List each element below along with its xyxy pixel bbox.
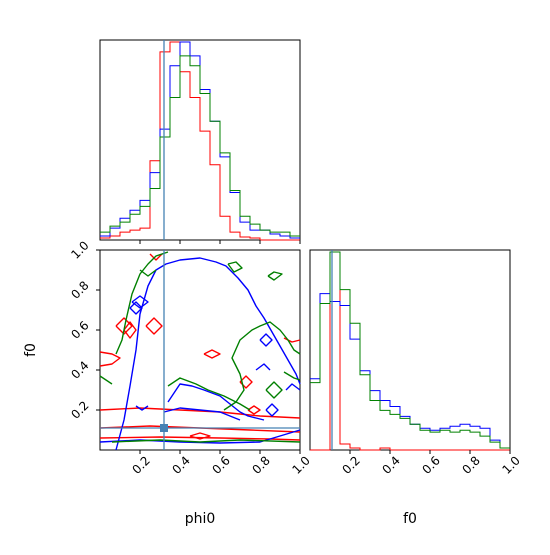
contour-1-path-2 (163, 407, 241, 421)
contour-2-path-4 (265, 381, 283, 399)
x-axis-label-phi0: phi0 (185, 511, 216, 527)
contour-2-path-0 (115, 251, 169, 355)
tick-label-x-f0-3: 0.8 (459, 453, 482, 476)
contour-2-path-9 (283, 371, 301, 381)
contour-1-path-5 (131, 295, 149, 309)
contour-0-path-2 (99, 436, 301, 441)
contour-0-path-1 (99, 425, 301, 433)
contour-2-path-6 (227, 261, 243, 273)
contour-group (99, 250, 301, 451)
contour-0-path-11 (247, 405, 261, 415)
contour-2-path-5 (267, 271, 283, 281)
contour-2-path-8 (111, 439, 301, 443)
contour-0-path-4 (99, 351, 121, 367)
contour-2-path-1 (139, 269, 157, 277)
tick-label-y-f0-4: 1.0 (68, 238, 91, 261)
contour-2-path-7 (99, 375, 113, 385)
tick-label-x-phi0-4: 1.0 (289, 453, 312, 476)
tick-label-x-f0-2: 0.6 (419, 453, 442, 476)
contour-0-path-8 (203, 349, 221, 359)
contour-1-path-0 (115, 257, 301, 451)
hist-phi0-group (100, 40, 300, 241)
tick-label-x-phi0-2: 0.6 (209, 453, 232, 476)
truth-marker (160, 424, 168, 432)
tick-label-x-f0-4: 1.0 (499, 453, 522, 476)
y-axis-label-f0: f0 (23, 343, 39, 357)
contour-1-path-9 (255, 363, 271, 371)
tick-label-y-f0-3: 0.8 (68, 278, 91, 301)
x-axis-label-f0: f0 (403, 511, 417, 527)
contour-2-path-3 (223, 321, 301, 411)
hist-phi0-series-0 (100, 41, 300, 241)
panel-contour-phi0-f0 (99, 249, 301, 451)
hist-f0-series-2 (310, 251, 510, 449)
contour-0-path-7 (145, 317, 163, 335)
contour-0-path-10 (239, 375, 253, 389)
tick-label-x-f0-0: 0.2 (339, 453, 362, 476)
contour-1-path-1 (167, 383, 265, 421)
tick-label-y-f0-1: 0.4 (68, 358, 91, 381)
hist-f0-series-0 (310, 251, 510, 451)
contour-1-path-6 (129, 301, 143, 315)
hist-phi0-series-2 (100, 55, 300, 237)
contour-0-path-6 (123, 321, 137, 339)
tick-label-y-f0-2: 0.6 (68, 318, 91, 341)
contour-2-path-2 (167, 377, 251, 411)
contour-1-path-7 (259, 333, 273, 347)
contour-1-path-10 (285, 383, 301, 391)
tick-label-y-f0-0: 0.2 (68, 398, 91, 421)
panel-hist-phi0 (99, 39, 301, 241)
contour-0-path-0 (99, 407, 301, 419)
contour-0-path-9 (149, 253, 163, 261)
contour-1-path-8 (265, 403, 279, 417)
tick-label-x-phi0-0: 0.2 (129, 453, 152, 476)
contour-0-path-5 (115, 317, 133, 335)
contour-0-path-3 (189, 432, 211, 440)
tick-label-x-phi0-3: 0.8 (249, 453, 272, 476)
contour-1-path-4 (135, 405, 149, 411)
hist-f0-group (310, 250, 510, 451)
tick-label-x-phi0-1: 0.4 (169, 453, 192, 476)
tick-label-x-f0-1: 0.4 (379, 453, 402, 476)
